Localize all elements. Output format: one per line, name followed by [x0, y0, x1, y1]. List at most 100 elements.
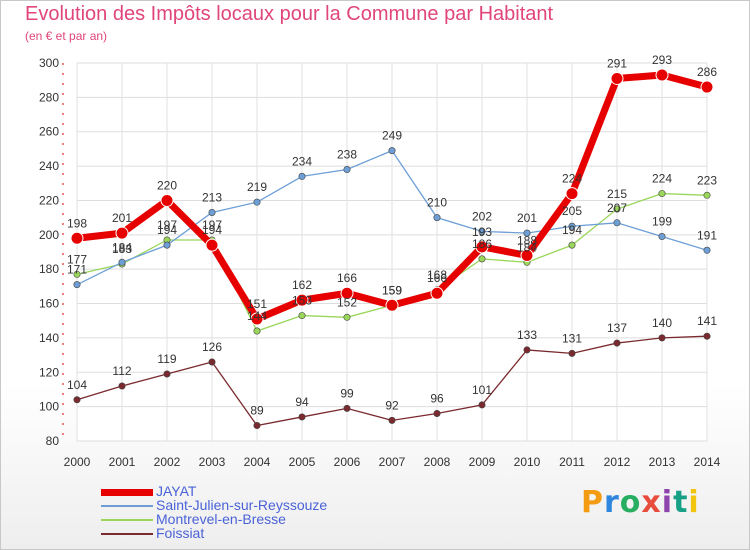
data-label: 197 [202, 218, 222, 232]
data-label: 152 [337, 295, 357, 309]
x-tick-label: 2000 [64, 455, 91, 469]
y-tick-label: 100 [39, 400, 59, 414]
x-tick-label: 2011 [559, 455, 585, 469]
x-tick-label: 2001 [109, 455, 136, 469]
logo-letter: o [619, 485, 642, 520]
data-point [70, 231, 84, 245]
data-point [385, 298, 399, 312]
data-label: 199 [652, 215, 672, 229]
x-tick-label: 2013 [649, 455, 676, 469]
data-label: 94 [295, 395, 309, 409]
x-tick-label: 2009 [469, 455, 496, 469]
data-point [658, 334, 666, 342]
data-label: 133 [517, 328, 537, 342]
data-label: 249 [382, 129, 402, 143]
logo-letter: r [604, 485, 620, 520]
chart-title: Evolution des Impôts locaux pour la Comm… [25, 3, 554, 25]
data-point [253, 327, 261, 335]
legend-swatch [101, 505, 153, 507]
legend-swatch [101, 519, 153, 521]
data-point [523, 229, 531, 237]
data-label: 210 [427, 196, 447, 210]
data-label: 184 [517, 240, 537, 254]
data-label: 126 [202, 340, 222, 354]
series-1 [73, 147, 711, 289]
y-tick-label: 180 [39, 262, 59, 276]
data-point [118, 258, 126, 266]
chart-legend: JAYAT Saint-Julien-sur-Reyssouze Montrevel… [101, 483, 401, 541]
data-label: 191 [697, 228, 717, 242]
data-label: 219 [247, 180, 267, 194]
data-point [478, 227, 486, 235]
data-point [430, 286, 444, 300]
data-label: 215 [607, 187, 627, 201]
data-label: 89 [250, 404, 264, 418]
data-point [73, 281, 81, 289]
y-tick-label: 300 [39, 56, 59, 70]
data-label: 186 [472, 237, 492, 251]
data-label: 92 [385, 398, 399, 412]
data-label: 112 [112, 364, 131, 378]
data-label: 201 [112, 211, 132, 225]
data-point [700, 80, 714, 94]
data-label: 220 [157, 178, 177, 192]
data-label: 119 [157, 352, 176, 366]
legend-label: Foissiat [156, 525, 205, 541]
data-point [613, 205, 621, 213]
data-label: 193 [472, 225, 492, 239]
data-label: 234 [292, 154, 312, 168]
data-point [655, 68, 669, 82]
data-point [295, 293, 309, 307]
data-point [73, 270, 81, 278]
y-tick-label: 200 [39, 228, 59, 242]
data-point [208, 208, 216, 216]
data-label: 224 [652, 172, 672, 186]
data-point [388, 416, 396, 424]
data-label: 104 [67, 378, 87, 392]
x-tick-label: 2014 [694, 455, 721, 469]
data-label: 99 [340, 386, 354, 400]
data-point [115, 226, 129, 240]
data-label: 101 [472, 383, 492, 397]
data-label: 153 [292, 294, 312, 308]
data-label: 194 [157, 223, 177, 237]
y-tick-label: 280 [39, 90, 59, 104]
data-point [610, 71, 624, 85]
proxiti-logo: Proxiti [581, 485, 700, 520]
data-label: 177 [67, 252, 87, 266]
data-label: 151 [247, 297, 267, 311]
data-point [433, 214, 441, 222]
y-tick-label: 260 [39, 125, 59, 139]
chart-subtitle: (en € et par an) [25, 29, 108, 43]
data-point [298, 312, 306, 320]
data-label: 238 [337, 148, 357, 162]
data-point [703, 332, 711, 340]
data-point [253, 422, 261, 430]
data-label: 194 [202, 223, 222, 237]
data-point [208, 358, 216, 366]
data-point [250, 312, 264, 326]
x-tick-label: 2012 [604, 455, 631, 469]
data-point [205, 238, 219, 252]
data-point [433, 410, 441, 418]
data-point [340, 286, 354, 300]
data-label: 197 [157, 218, 177, 232]
data-label: 223 [697, 173, 717, 187]
y-tick-label: 160 [39, 297, 59, 311]
x-tick-label: 2007 [379, 455, 406, 469]
data-label: 291 [607, 56, 627, 70]
data-point [343, 404, 351, 412]
legend-item: Saint-Julien-sur-Reyssouze [101, 497, 401, 513]
x-tick-label: 2005 [289, 455, 316, 469]
data-label: 201 [517, 211, 537, 225]
legend-swatch [101, 533, 153, 535]
data-point [523, 346, 531, 354]
data-point [160, 193, 174, 207]
data-label: 293 [652, 53, 672, 67]
data-point [658, 233, 666, 241]
data-label: 171 [67, 263, 87, 277]
data-label: 137 [607, 321, 627, 335]
data-point [343, 166, 351, 174]
data-point [568, 222, 576, 230]
